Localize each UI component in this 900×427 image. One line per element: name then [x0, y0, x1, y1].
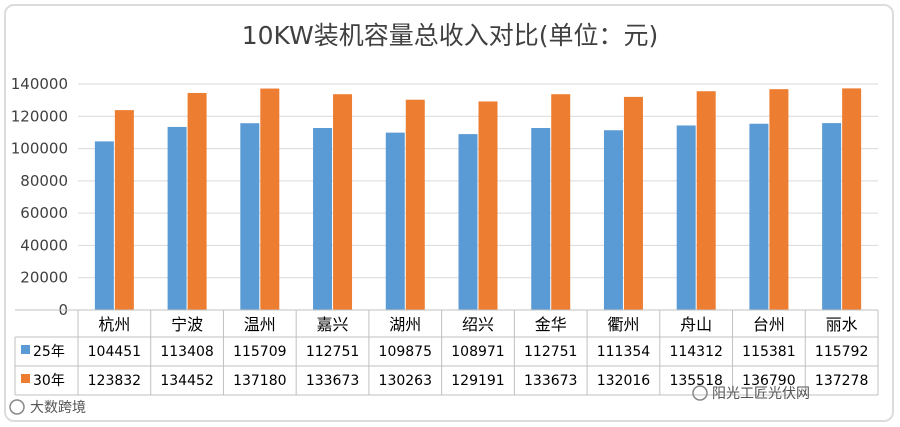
- table-cell: 115792: [815, 344, 868, 360]
- bar-30-2: [260, 88, 280, 311]
- watermark-left: 大数跨境: [30, 400, 86, 416]
- y-tick-label: 120000: [11, 107, 68, 125]
- table-cell: 115709: [233, 344, 286, 360]
- table-cell: 115381: [742, 344, 795, 360]
- legend-swatch: [21, 374, 30, 383]
- wechat-icon: [9, 399, 25, 415]
- category-label: 嘉兴: [317, 315, 349, 334]
- bar-25-5: [458, 134, 478, 310]
- bar-25-8: [676, 125, 696, 310]
- bar-25-4: [385, 132, 405, 310]
- table-cell: 104451: [88, 344, 141, 360]
- category-label: 绍兴: [462, 315, 494, 334]
- bar-30-10: [842, 88, 862, 310]
- table-cell: 133673: [306, 373, 359, 389]
- data-table: 杭州 宁波 温州 嘉兴 湖州 绍兴 金华 衢州 舟山 台州 丽水 25年 104451 113408 115…: [14, 309, 879, 396]
- bar-30-4: [405, 99, 425, 311]
- y-tick-label: 80000: [20, 172, 68, 190]
- bar-30-7: [623, 96, 643, 310]
- bar-30-9: [769, 89, 789, 310]
- y-tick-label: 140000: [11, 75, 68, 93]
- bar-25-2: [240, 123, 260, 310]
- table-cell: 113408: [160, 344, 213, 360]
- legend-label: 30年: [33, 373, 65, 389]
- watermarks: 大数跨境 阳光工匠光伏网: [9, 385, 810, 416]
- table-cell: 133673: [524, 373, 577, 389]
- y-tick-label: 20000: [20, 269, 68, 287]
- bar-25-1: [167, 126, 187, 310]
- table-cell: 137278: [815, 373, 868, 389]
- y-tick-label: 60000: [20, 204, 68, 222]
- table-cell: 111354: [597, 344, 651, 360]
- table-cell: 129191: [451, 373, 504, 389]
- category-label: 宁波: [171, 315, 203, 334]
- legend-label: 25年: [33, 344, 65, 360]
- category-label: 衢州: [607, 315, 639, 334]
- bar-30-3: [333, 94, 353, 310]
- y-tick-label: 40000: [20, 236, 68, 254]
- category-label: 舟山: [680, 315, 712, 334]
- bar-30-1: [187, 92, 207, 310]
- bar-25-9: [749, 123, 769, 311]
- table-cell: 112751: [524, 344, 577, 360]
- bar-25-6: [531, 127, 551, 310]
- category-label: 杭州: [98, 315, 130, 334]
- table-cell: 132016: [597, 373, 651, 389]
- bar-25-7: [603, 130, 623, 310]
- y-tick-label: 100000: [11, 140, 68, 158]
- category-label: 台州: [753, 315, 785, 334]
- chart-title: 10KW装机容量总收入对比(单位：元): [242, 21, 659, 50]
- wechat-icon: [692, 385, 708, 401]
- bar-25-10: [822, 123, 842, 310]
- table-cell: 112751: [306, 344, 359, 360]
- category-label: 丽水: [826, 315, 858, 334]
- table-cell: 136790: [742, 373, 795, 389]
- table-cell: 109875: [379, 344, 432, 360]
- category-label: 湖州: [389, 315, 421, 334]
- bar-30-5: [478, 101, 498, 310]
- watermark-right: 阳光工匠光伏网: [712, 386, 810, 402]
- bar-25-3: [313, 127, 333, 310]
- bar-30-0: [114, 110, 134, 311]
- table-cell: 134452: [160, 373, 213, 389]
- legend-swatch: [21, 345, 30, 354]
- bar-25-0: [94, 141, 114, 310]
- table-cell: 130263: [379, 373, 432, 389]
- category-label: 金华: [535, 315, 567, 334]
- bar-30-8: [696, 91, 716, 310]
- bars: [94, 88, 862, 311]
- table-cell: 135518: [669, 373, 722, 389]
- bar-30-6: [551, 94, 571, 310]
- table-cell: 114312: [669, 344, 722, 360]
- table-cell: 123832: [88, 373, 141, 389]
- table-cell: 108971: [451, 344, 504, 360]
- category-label: 温州: [244, 315, 276, 334]
- table-cell: 137180: [233, 373, 286, 389]
